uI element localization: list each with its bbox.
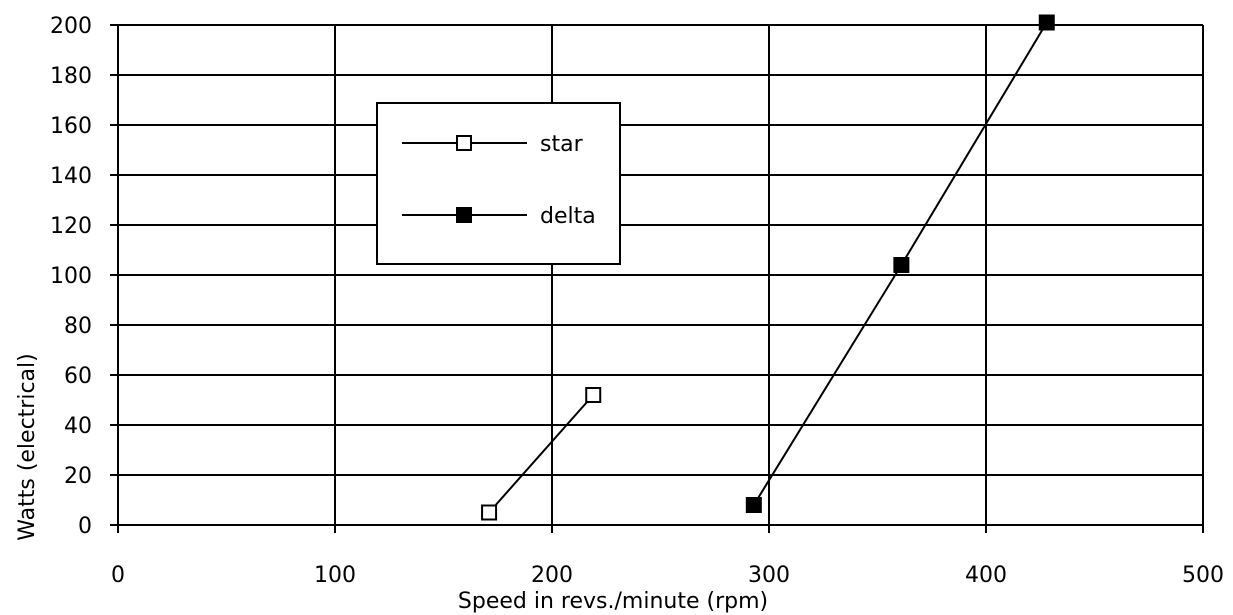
y-tick-label-200: 200 [50, 14, 92, 39]
legend-box [376, 102, 621, 265]
y-tick-label-20: 20 [64, 464, 92, 489]
series-delta [745, 14, 1055, 513]
legend-star-label: star [540, 132, 584, 157]
point-delta-0 [745, 497, 762, 513]
y-tick-label-80: 80 [64, 314, 92, 339]
y-tick-label-0: 0 [78, 514, 92, 539]
series-layer [481, 14, 1055, 521]
point-star-1 [585, 387, 602, 403]
x-tick-label-200: 200 [531, 563, 573, 588]
point-delta-2 [1038, 14, 1055, 31]
y-tick-label-40: 40 [64, 414, 92, 439]
series-star [481, 387, 602, 521]
legend-star-marker [456, 135, 472, 151]
legend-delta-label: delta [540, 204, 596, 229]
y-tick-label-100: 100 [50, 264, 92, 289]
y-axis-title: Watts (electrical) [15, 353, 40, 540]
point-delta-1 [893, 257, 910, 273]
y-tick-label-180: 180 [50, 64, 92, 89]
x-tick-label-0: 0 [111, 563, 125, 588]
y-tick-label-160: 160 [50, 114, 92, 139]
axes: 0 20 40 60 80 100 120 140 160 180 200 0 100 200 300 400… [50, 14, 1224, 588]
x-axis-title: Speed in revs./minute (rpm) [458, 589, 768, 614]
series-line-star [488, 394, 594, 514]
legend-delta-marker [456, 207, 472, 223]
x-tick-label-500: 500 [1182, 563, 1224, 588]
x-tick-label-300: 300 [748, 563, 790, 588]
x-tick-label-100: 100 [314, 563, 356, 588]
y-tick-label-120: 120 [50, 214, 92, 239]
legend: star delta [376, 102, 621, 265]
y-tick-label-60: 60 [64, 364, 92, 389]
x-tick-label-400: 400 [965, 563, 1007, 588]
grid [118, 24, 1204, 525]
point-star-0 [481, 504, 498, 521]
y-tick-label-140: 140 [50, 164, 92, 189]
